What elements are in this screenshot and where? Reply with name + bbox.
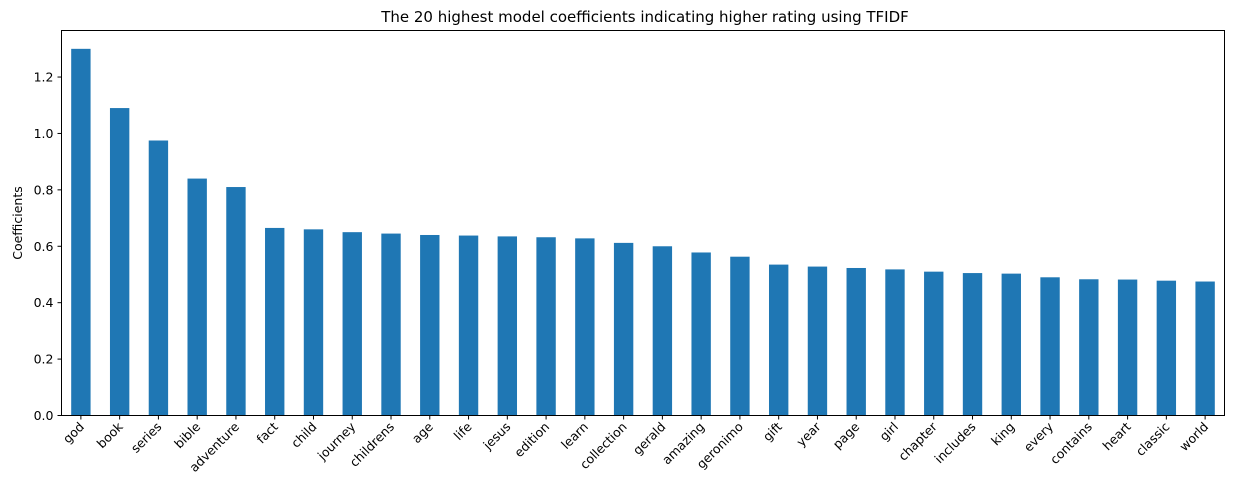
y-tick-label: 0.0 bbox=[34, 408, 54, 423]
chart-title: The 20 highest model coefficients indica… bbox=[380, 8, 909, 26]
x-tick-label: every bbox=[1021, 419, 1057, 455]
x-tick-label: heart bbox=[1100, 419, 1134, 453]
bar-gerald bbox=[652, 246, 673, 416]
x-tick-label: child bbox=[288, 419, 320, 451]
x-tick-label: life bbox=[451, 419, 475, 443]
x-tick-label: year bbox=[793, 418, 824, 449]
bar-collection bbox=[613, 242, 634, 416]
x-tick-label: girl bbox=[876, 419, 901, 444]
bar-journey bbox=[342, 232, 362, 416]
x-tick-label: book bbox=[94, 418, 127, 451]
bar-life bbox=[458, 235, 479, 416]
bar-heart bbox=[1117, 279, 1138, 416]
bar-edition bbox=[536, 237, 556, 416]
x-tick-label: god bbox=[60, 419, 87, 446]
bar-age bbox=[420, 234, 440, 416]
bar-fact bbox=[265, 227, 285, 416]
x-tick-label: fact bbox=[253, 419, 281, 447]
bar-god bbox=[71, 48, 91, 416]
bar-page bbox=[846, 267, 866, 416]
x-tick-label: series bbox=[128, 419, 165, 456]
bars-group bbox=[71, 48, 1215, 416]
y-tick-label: 1.2 bbox=[34, 70, 54, 85]
bar-jesus bbox=[497, 236, 518, 416]
bar-classic bbox=[1156, 280, 1177, 416]
bar-girl bbox=[885, 269, 905, 416]
x-tick-label: includes bbox=[931, 419, 978, 466]
y-tick-label: 1.0 bbox=[34, 126, 54, 141]
x-tick-label: classic bbox=[1133, 419, 1173, 459]
bar-every bbox=[1040, 277, 1060, 416]
bar-amazing bbox=[691, 252, 711, 416]
y-tick-label: 0.2 bbox=[34, 352, 54, 367]
bar-series bbox=[148, 140, 169, 416]
x-tick-label: age bbox=[409, 419, 436, 446]
x-tick-label: gift bbox=[760, 419, 785, 444]
x-tick-label: contains bbox=[1047, 419, 1095, 467]
y-axis-label: Coefficients bbox=[10, 186, 25, 260]
bar-chapter bbox=[924, 271, 944, 416]
plot-frame bbox=[61, 30, 1225, 416]
bar-gift bbox=[768, 264, 789, 416]
x-tick-label: jesus bbox=[479, 419, 513, 453]
y-tick-label: 0.6 bbox=[34, 239, 54, 254]
bar-bible bbox=[187, 178, 207, 416]
bar-book bbox=[109, 108, 130, 416]
bar-childrens bbox=[381, 233, 401, 416]
y-axis-ticks: 0.0 0.2 0.4 0.6 0.8 1.0 1.2 bbox=[34, 70, 62, 423]
y-tick-label: 0.8 bbox=[34, 182, 54, 197]
bar-geronimo bbox=[730, 256, 750, 416]
bar-child bbox=[303, 229, 324, 416]
bar-adventure bbox=[226, 187, 246, 416]
bar-learn bbox=[575, 238, 595, 416]
x-tick-label: bible bbox=[171, 419, 203, 451]
bar-contains bbox=[1079, 279, 1099, 416]
bar-includes bbox=[962, 273, 983, 416]
x-tick-label: learn bbox=[558, 419, 591, 452]
bar-year bbox=[807, 266, 828, 416]
y-tick-label: 0.4 bbox=[34, 295, 54, 310]
bar-king bbox=[1001, 273, 1021, 416]
bar-world bbox=[1195, 281, 1215, 416]
x-tick-label: edition bbox=[511, 419, 552, 460]
x-tick-label: world bbox=[1176, 419, 1211, 454]
x-tick-label: page bbox=[830, 419, 863, 452]
x-tick-label: king bbox=[988, 419, 1017, 448]
